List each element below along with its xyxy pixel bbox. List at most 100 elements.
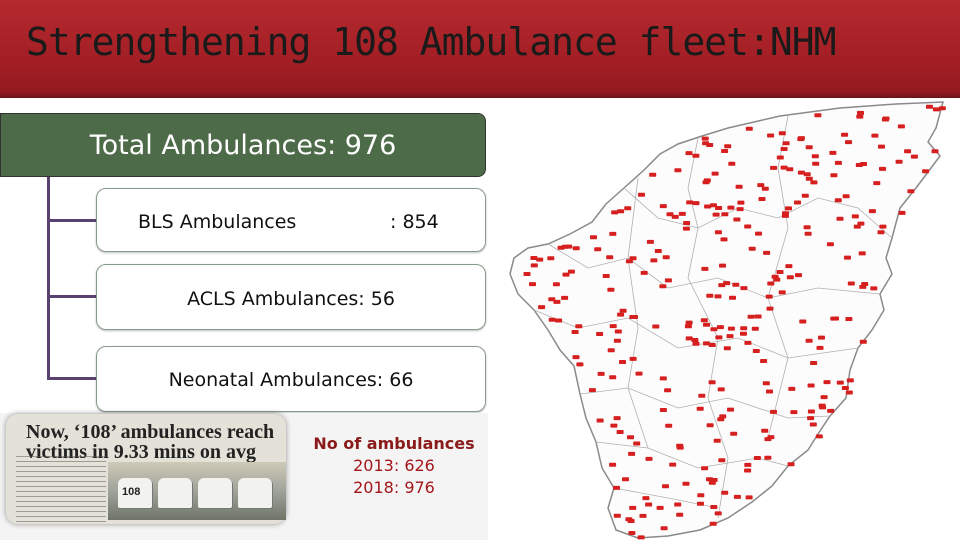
state-boundary: [509, 101, 944, 539]
ambulance-marker-icon: [740, 326, 748, 331]
ambulance-marker-icon: [698, 393, 706, 398]
ambulance-marker-icon: [733, 494, 741, 499]
ambulance-marker-icon: [716, 325, 724, 330]
ambulance-marker-icon: [820, 395, 828, 400]
ambulance-marker-icon: [763, 250, 771, 255]
ambulance-marker-icon: [613, 485, 620, 490]
bls-value: : 854: [390, 211, 439, 233]
ambulance-marker-icon: [805, 145, 813, 150]
ambulance-marker-icon: [801, 193, 809, 198]
connector-acls: [47, 295, 97, 298]
ambulance-marker-icon: [809, 422, 817, 427]
ambulance-marker-icon: [836, 216, 844, 221]
ambulance-marker-icon: [721, 149, 729, 153]
ambulance-marker-icon: [857, 221, 865, 226]
ambulance-marker-icon: [856, 114, 864, 119]
bls-label: BLS Ambulances: [138, 211, 297, 233]
ambulance-marker-icon: [760, 359, 768, 363]
connector-bls: [47, 219, 97, 222]
ambulance-marker-icon: [735, 184, 743, 189]
ambulance-marker-icon: [782, 141, 790, 146]
ambulance-marker-icon: [748, 246, 756, 251]
ambulance-marker-icon: [770, 409, 777, 414]
ambulance-marker-icon: [786, 167, 794, 172]
ambulance-marker-icon: [740, 286, 748, 291]
ambulance-marker-icon: [778, 131, 786, 136]
ambulance-marker-icon: [766, 306, 774, 311]
ambulance-marker-icon: [619, 360, 626, 364]
ambulance-marker-icon: [744, 224, 752, 229]
ambulance-marker-icon: [614, 329, 622, 334]
ambulance-marker-icon: [697, 493, 705, 498]
ambulance-marker-icon: [733, 217, 741, 222]
ambulance-marker-icon: [805, 338, 813, 343]
ambulance-marker-icon: [710, 478, 718, 482]
ambulance-marker-icon: [879, 166, 886, 171]
ambulance-marker-icon: [860, 162, 867, 166]
news-body-text: [16, 456, 106, 524]
ambulance-marker-icon: [700, 318, 708, 323]
ambulance-marker-icon: [719, 414, 727, 419]
ambulance-marker-icon: [538, 305, 546, 310]
ambulance-marker-icon: [795, 273, 802, 278]
ambulance-marker-icon: [637, 535, 645, 540]
ambulance-marker-icon: [818, 335, 825, 340]
ambulance-marker-icon: [727, 205, 735, 210]
ambulance-marker-icon: [659, 376, 667, 381]
ambulance-marker-icon: [629, 315, 637, 319]
ambulance-marker-icon: [703, 322, 710, 327]
ambulance-marker-icon: [870, 286, 878, 291]
ambulance-marker-icon: [811, 154, 819, 159]
ambulance-marker-icon: [787, 462, 795, 467]
ambulance-marker-icon: [728, 161, 736, 166]
ambulance-icon: [198, 478, 232, 508]
ambulance-marker-icon: [609, 231, 617, 236]
ambulance-marker-icon: [803, 225, 811, 230]
ambulance-marker-icon: [627, 435, 634, 440]
ambulance-marker-icon: [662, 484, 669, 489]
ambulance-marker-icon: [723, 281, 731, 286]
ambulance-marker-icon: [536, 257, 544, 262]
ambulance-marker-icon: [708, 343, 716, 347]
ambulance-marker-icon: [851, 214, 859, 219]
ambulance-marker-icon: [660, 526, 668, 531]
ambulance-marker-icon: [701, 466, 709, 471]
ambulance-marker-icon: [659, 408, 667, 412]
ambulance-marker-icon: [645, 456, 653, 461]
ambulance-marker-icon: [547, 256, 555, 261]
ambulance-marker-icon: [747, 314, 755, 319]
ambulance-marker-icon: [897, 124, 905, 129]
title-bar: [0, 0, 960, 98]
ambulance-marker-icon: [857, 110, 864, 115]
ambulance-marker-icon: [613, 416, 621, 421]
ambulance-marker-icon: [656, 505, 664, 510]
ambulance-marker-icon: [685, 151, 693, 156]
ambulance-marker-icon: [847, 281, 855, 286]
ambulance-marker-icon: [706, 423, 714, 428]
ambulance-marker-icon: [650, 258, 658, 263]
ambulance-marker-icon: [836, 380, 844, 385]
ambulance-marker-icon: [767, 281, 775, 286]
ambulance-marker-icon: [684, 324, 692, 329]
child-node-acls: [96, 264, 486, 330]
ambulance-marker-icon: [765, 294, 773, 299]
ambulance-marker-icon: [645, 502, 653, 507]
ambulance-marker-icon: [877, 230, 885, 235]
ambulance-marker-icon: [832, 316, 839, 321]
ambulance-marker-icon: [845, 317, 853, 321]
ambulance-marker-icon: [685, 320, 693, 325]
child-node-bls: [96, 188, 486, 252]
ambulance-marker-icon: [676, 443, 684, 448]
ambulance-marker-icon: [702, 141, 710, 146]
ambulance-marker-icon: [846, 378, 854, 383]
ambulance-marker-icon: [572, 246, 580, 251]
vehicle-marking: 108: [122, 486, 141, 498]
ambulance-icon: [118, 478, 152, 508]
count-title: No of ambulances: [313, 434, 475, 453]
ambulance-marker-icon: [858, 251, 866, 256]
ambulance-marker-icon: [619, 308, 627, 313]
ambulance-marker-icon: [710, 203, 717, 208]
ambulance-marker-icon: [780, 165, 788, 170]
connector-neonatal: [47, 377, 97, 380]
ambulance-marker-icon: [758, 197, 766, 201]
